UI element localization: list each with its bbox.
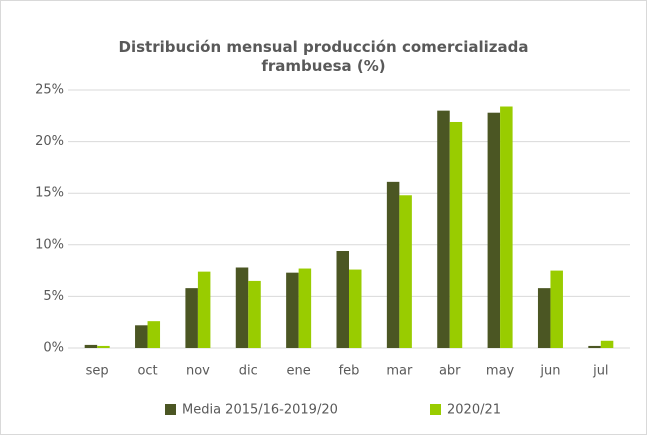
chart-title: Distribución mensual producción comercia… [118,38,529,75]
legend-label: Media 2015/16-2019/20 [182,403,338,418]
bar [97,345,110,348]
bar [537,288,551,348]
x-tick-label: mar [386,364,413,379]
x-tick-label: dic [239,364,258,379]
bar [500,106,513,349]
y-tick-label: 10% [35,237,64,252]
x-tick-label: jul [592,364,608,379]
bar [487,112,501,348]
bar [185,288,198,348]
bar [386,181,400,348]
bar [147,321,161,348]
bar [197,271,211,348]
legend-swatch [165,404,176,415]
legend-swatch [430,404,441,415]
bar [336,250,349,348]
bar [248,280,261,348]
legend-label: 2020/21 [447,403,501,418]
bar [600,340,614,348]
bar [399,195,412,348]
x-tick-label: jun [539,364,560,379]
bar [449,121,463,348]
bar [286,272,299,348]
x-tick-label: oct [137,364,157,379]
bar [349,269,362,348]
bar [135,325,148,348]
y-tick-label: 20% [35,134,64,149]
x-tick-label: ene [287,364,311,379]
y-tick-label: 0% [43,341,64,356]
x-tick-label: nov [186,364,210,379]
bar [298,268,312,348]
x-tick-label: may [486,364,515,379]
y-tick-label: 5% [43,289,64,304]
bar [84,344,98,348]
x-tick-label: sep [86,364,109,379]
y-tick-label: 15% [35,186,64,201]
bar [550,270,563,348]
x-tick-label: feb [339,364,360,379]
bar [437,110,450,348]
bar [235,267,249,348]
x-tick-label: abr [439,364,461,379]
bar [588,345,601,348]
y-tick-label: 25% [35,83,64,98]
